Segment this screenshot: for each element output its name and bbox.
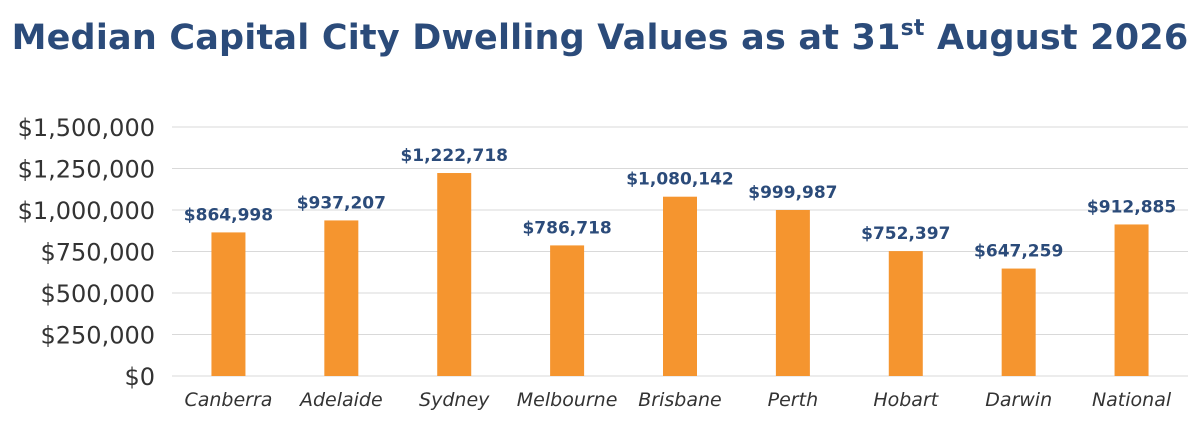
category-label-perth: Perth	[768, 389, 818, 411]
x-axis-categories: Canberra Adelaide Sydney Melbourne Brisbane P…	[184, 389, 1171, 411]
data-label-perth: $999,987	[748, 183, 837, 203]
y-tick-label: $1,500,000	[18, 114, 155, 142]
category-label-canberra: Canberra	[184, 389, 272, 411]
bar-national	[1114, 224, 1149, 376]
data-label-darwin: $647,259	[974, 242, 1063, 262]
chart-title-end: August 2026	[924, 18, 1189, 58]
y-tick-label: $0	[124, 363, 155, 391]
data-label-hobart: $752,397	[861, 224, 950, 244]
bar-sydney	[437, 173, 472, 376]
bars	[211, 173, 1149, 376]
category-label-national: National	[1092, 389, 1172, 411]
chart-title-main: Median Capital City Dwelling Values as a…	[11, 18, 901, 58]
chart-title-superscript: st	[900, 16, 925, 41]
bar-brisbane	[663, 196, 697, 376]
category-label-darwin: Darwin	[985, 389, 1052, 411]
data-label-brisbane: $1,080,142	[626, 170, 734, 190]
y-tick-label: $500,000	[40, 280, 155, 308]
category-label-hobart: Hobart	[873, 389, 939, 411]
y-tick-label: $250,000	[40, 322, 155, 350]
y-axis-ticks: $0 $250,000 $500,000 $750,000 $1,000,000 $1,2…	[18, 114, 155, 391]
data-label-adelaide: $937,207	[297, 193, 386, 213]
chart-title: Median Capital City Dwelling Values as a…	[0, 16, 1200, 59]
bar-melbourne	[550, 245, 585, 376]
data-label-canberra: $864,998	[184, 205, 273, 225]
bar-perth	[775, 210, 810, 376]
data-label-sydney: $1,222,718	[400, 146, 508, 166]
data-label-national: $912,885	[1087, 197, 1176, 217]
y-tick-label: $1,000,000	[18, 197, 155, 225]
category-label-sydney: Sydney	[419, 389, 490, 411]
data-label-melbourne: $786,718	[522, 218, 611, 238]
y-tick-label: $750,000	[40, 239, 155, 267]
category-label-melbourne: Melbourne	[517, 389, 618, 411]
data-labels: $864,998 $937,207 $1,222,718 $786,718 $1,080…	[184, 146, 1176, 262]
category-label-adelaide: Adelaide	[298, 389, 383, 411]
y-tick-label: $1,250,000	[18, 156, 155, 184]
bar-hobart	[888, 251, 923, 376]
bar-darwin	[1001, 268, 1036, 376]
bar-canberra	[211, 232, 246, 376]
category-label-brisbane: Brisbane	[638, 389, 721, 411]
bar-adelaide	[324, 220, 359, 376]
